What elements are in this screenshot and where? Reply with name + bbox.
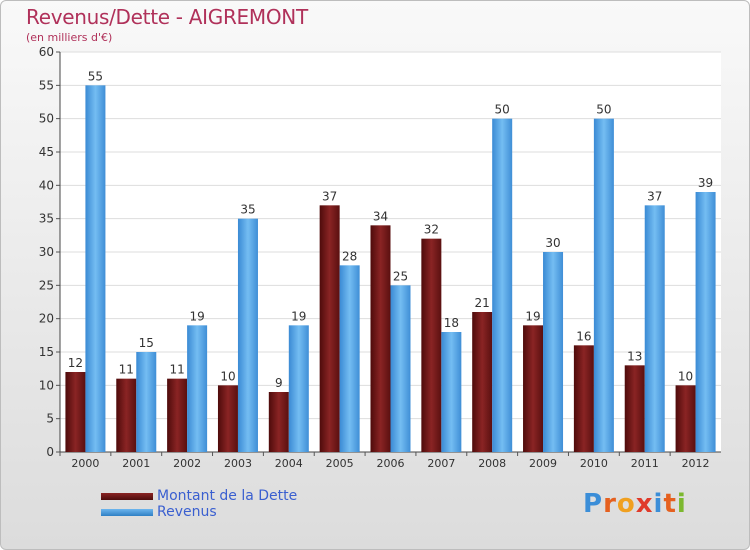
bar-dette <box>421 238 442 452</box>
x-tick-label: 2001 <box>122 457 150 470</box>
y-tick-label: 0 <box>46 445 54 459</box>
logo-letter: t <box>663 489 677 519</box>
data-label-revenus: 28 <box>342 249 357 263</box>
y-tick-label: 20 <box>39 312 54 326</box>
bar-revenus <box>136 352 157 452</box>
data-label-revenus: 50 <box>495 103 510 117</box>
bar-revenus <box>593 118 614 453</box>
logo-letter: r <box>603 489 617 519</box>
data-label-revenus: 55 <box>88 69 103 83</box>
data-label-dette: 13 <box>627 349 642 363</box>
x-tick-label: 2006 <box>377 457 405 470</box>
bar-revenus <box>85 85 106 452</box>
y-tick-label: 50 <box>39 112 54 126</box>
bar-dette <box>675 385 696 452</box>
x-tick-label: 2002 <box>173 457 201 470</box>
legend-swatch-dette <box>101 492 153 500</box>
data-label-revenus: 19 <box>291 309 306 323</box>
data-label-revenus: 50 <box>596 103 611 117</box>
data-label-dette: 16 <box>576 329 591 343</box>
data-label-revenus: 35 <box>240 203 255 217</box>
y-tick-label: 45 <box>39 145 54 159</box>
y-tick-label: 15 <box>39 345 54 359</box>
logo-letter: o <box>616 489 636 519</box>
x-tick-label: 2005 <box>326 457 354 470</box>
y-tick-label: 40 <box>39 178 54 192</box>
data-label-dette: 19 <box>525 309 540 323</box>
logo-letter: i <box>653 489 664 519</box>
bar-dette <box>217 385 238 452</box>
bar-revenus <box>441 332 462 452</box>
bar-revenus <box>187 325 208 452</box>
data-label-dette: 37 <box>322 189 337 203</box>
legend-item-revenus: Revenus <box>101 504 297 520</box>
bar-dette <box>472 312 493 452</box>
data-label-dette: 34 <box>373 209 388 223</box>
x-tick-label: 2007 <box>427 457 455 470</box>
bar-dette <box>370 225 391 452</box>
bar-dette <box>319 205 340 452</box>
bar-dette <box>167 378 188 452</box>
x-tick-label: 2011 <box>631 457 659 470</box>
proxiti-logo: Proxiti <box>583 489 687 519</box>
bar-dette <box>65 372 86 452</box>
y-tick-label: 35 <box>39 212 54 226</box>
data-label-dette: 12 <box>68 356 83 370</box>
legend-label-dette: Montant de la Dette <box>157 488 298 504</box>
data-label-dette: 32 <box>424 223 439 237</box>
data-label-dette: 10 <box>220 369 235 383</box>
chart-title: Revenus/Dette - AIGREMONT <box>26 5 308 29</box>
x-tick-label: 2010 <box>580 457 608 470</box>
data-label-dette: 11 <box>119 363 134 377</box>
data-label-dette: 11 <box>169 363 184 377</box>
x-tick-label: 2004 <box>275 457 303 470</box>
bar-dette <box>573 345 594 452</box>
data-label-revenus: 15 <box>139 336 154 350</box>
bar-revenus <box>237 218 258 452</box>
data-label-dette: 10 <box>678 369 693 383</box>
bar-dette <box>116 378 137 452</box>
bar-dette <box>523 325 544 452</box>
chart-subtitle: (en milliers d'€) <box>26 31 113 44</box>
legend-item-dette: Montant de la Dette <box>101 488 297 504</box>
x-tick-label: 2012 <box>682 457 710 470</box>
logo-letter: i <box>676 489 687 519</box>
x-tick-label: 2008 <box>478 457 506 470</box>
data-label-revenus: 18 <box>444 316 459 330</box>
data-label-revenus: 19 <box>189 309 204 323</box>
legend-label-revenus: Revenus <box>157 504 217 520</box>
x-tick-label: 2003 <box>224 457 252 470</box>
data-label-revenus: 39 <box>698 176 713 190</box>
data-label-revenus: 25 <box>393 269 408 283</box>
bar-dette <box>624 365 645 452</box>
logo-letter: P <box>583 489 604 519</box>
y-tick-label: 30 <box>39 245 54 259</box>
y-tick-label: 5 <box>46 412 54 426</box>
bar-dette <box>268 392 289 452</box>
legend-swatch-revenus <box>101 508 153 516</box>
bar-revenus <box>644 205 665 452</box>
x-tick-label: 2009 <box>529 457 557 470</box>
bar-revenus <box>695 192 716 452</box>
y-tick-label: 55 <box>39 78 54 92</box>
legend: Montant de la Dette Revenus <box>101 488 297 520</box>
y-tick-label: 60 <box>39 45 54 59</box>
bar-revenus <box>339 265 360 452</box>
bar-revenus <box>543 252 564 452</box>
y-tick-label: 10 <box>39 378 54 392</box>
x-tick-label: 2000 <box>71 457 99 470</box>
y-tick-label: 25 <box>39 278 54 292</box>
data-label-dette: 9 <box>275 376 283 390</box>
data-label-revenus: 37 <box>647 189 662 203</box>
bar-revenus <box>390 285 411 452</box>
bar-revenus <box>492 118 513 453</box>
data-label-revenus: 30 <box>545 236 560 250</box>
logo-letter: x <box>635 489 654 519</box>
bar-revenus <box>288 325 309 452</box>
data-label-dette: 21 <box>475 296 490 310</box>
